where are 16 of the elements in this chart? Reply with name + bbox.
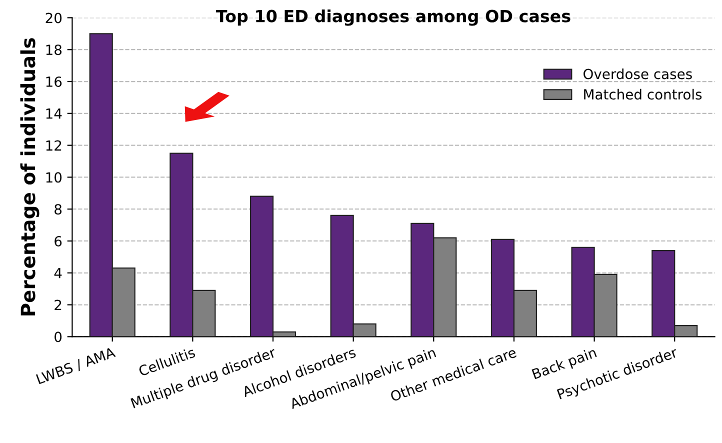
y-tick-label: 10 (46, 172, 62, 183)
y-tick-label: 16 (46, 76, 62, 87)
legend-label: Overdose cases (584, 68, 692, 80)
x-tick-label: LWBS / AMA (36, 346, 116, 386)
y-tick-label: 2 (54, 300, 62, 310)
y-axis-title: Percentage of individuals (20, 38, 40, 316)
chart-title: Top 10 ED diagnoses among OD cases (216, 9, 570, 26)
y-tick-label: 0 (54, 332, 62, 342)
y-tick-label: 6 (54, 236, 62, 246)
y-tick-label: 18 (46, 44, 62, 56)
y-tick-label: 4 (54, 268, 62, 278)
y-tick-label: 14 (46, 108, 62, 119)
legend-label: Matched controls (584, 88, 702, 100)
y-tick-label: 8 (54, 204, 62, 215)
y-tick-label: 20 (46, 12, 62, 24)
y-tick-label: 12 (46, 140, 62, 151)
